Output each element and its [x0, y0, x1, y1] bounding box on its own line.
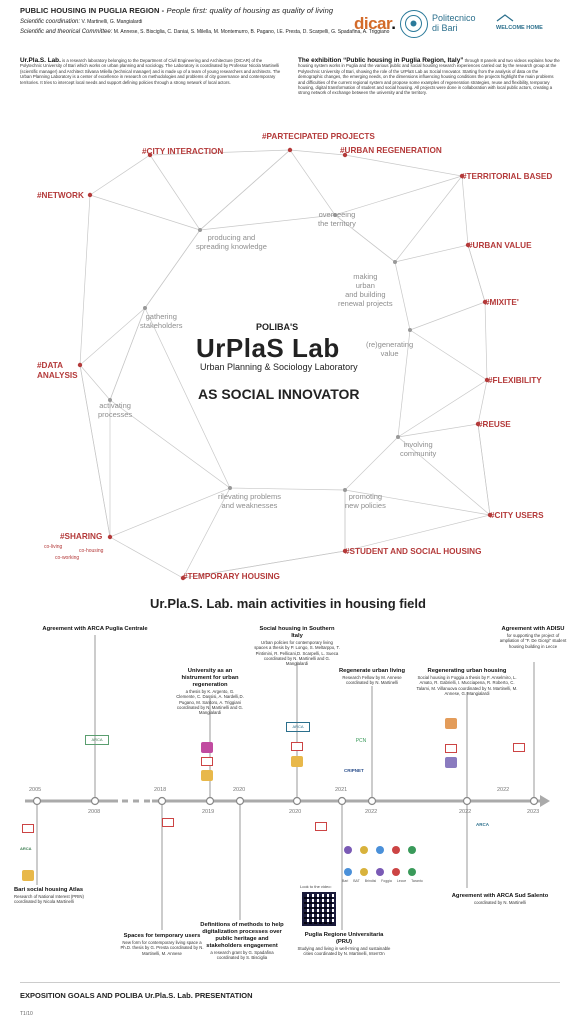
tag-nodes [77, 147, 493, 581]
politecnico-logo: Politecnico di Bari [432, 13, 476, 33]
tag-network: #NETWORK [37, 191, 84, 200]
poster-title-main: PUBLIC HOUSING IN PUGLIA REGION [20, 6, 160, 15]
center-urplas-lab: UrPlaS Lab [196, 333, 340, 363]
process-generating-value: (re)generating value [366, 340, 414, 358]
sharing-coliving: co-living [44, 544, 63, 550]
center-poliba: POLIBA'S [256, 322, 299, 332]
timeline-title: Ur.Pla.S. Lab. main activities in housin… [150, 596, 426, 611]
year-2020b: 2020 [289, 809, 302, 815]
foggia-photo-icon [445, 718, 457, 729]
video-qr-code[interactable] [302, 892, 336, 926]
house-icon [496, 14, 514, 22]
welcome-home-logo: WELCOME HOME [496, 14, 560, 36]
tag-partecipated-projects: #PARTECIPATED PROJECTS [262, 132, 375, 141]
year-2022b: 2022 [459, 809, 472, 815]
regione-puglia-badge-adisu [513, 743, 525, 752]
intro-right-text: The exhibition “Public housing in Puglia… [298, 57, 560, 96]
regione-puglia-badge-2022 [445, 744, 457, 753]
crest-icons [344, 846, 416, 876]
network-edges [79, 149, 491, 579]
poster-title-tail: People first: quality of housing as qual… [166, 6, 334, 15]
tag-data-analysis: #DATA ANALYSIS [37, 361, 78, 380]
event-arca-sud-salento: Agreement with ARCA Sud Salento coordinat… [451, 893, 549, 905]
tag-flexibility: #FLEXIBILITY [488, 376, 542, 385]
event-temporary-users: Spaces for temporary users New form for c… [120, 933, 204, 956]
tag-temporary-housing: #TEMPORARY HOUSING [183, 572, 280, 581]
tag-city-interaction: #CITY INTERACTION [142, 147, 224, 156]
town-crests [340, 842, 436, 891]
sharing-coworking: co-working [55, 555, 80, 561]
event-digitalization-methods: Definitions of methods to help digitaliz… [200, 922, 284, 961]
timeline-arrow-icon [540, 795, 550, 807]
tag-urban-value: #URBAN VALUE [468, 241, 532, 250]
arca-logo-2020: ARCA [286, 722, 310, 732]
year-2023: 2023 [527, 809, 540, 815]
tag-reuse: #REUSE [478, 420, 511, 429]
tag-student-social-housing: #STUDENT AND SOCIAL HOUSING [345, 547, 482, 556]
event-regenerate-urban-living: Regenerate urban living Research Fellow b… [338, 668, 406, 686]
center-social-innovator: AS SOCIAL INNOVATOR [198, 386, 360, 402]
event-arca-puglia-centrale: Agreement with ARCA Puglia Centrale [42, 626, 148, 632]
intro-left-text: Ur.Pla.S. Lab. is a research laboratory … [20, 57, 281, 85]
year-2005: 2005 [29, 787, 42, 793]
center-subtitle: Urban Planning & Sociology Laboratory [200, 362, 358, 372]
year-2020a: 2020 [233, 787, 246, 793]
regione-puglia-badge [201, 757, 213, 766]
regione-puglia-badge-2020 [291, 742, 303, 751]
event-social-housing-south: Social housing in Southern Italy Urban po… [254, 626, 340, 667]
event-agreement-adisu: Agreement with ADISU for supporting the p… [499, 626, 567, 649]
tag-urban-regeneration: #URBAN REGENERATION [340, 146, 442, 155]
poster-title: PUBLIC HOUSING IN PUGLIA REGION - People… [20, 6, 334, 15]
tag-sharing: #SHARING [60, 532, 103, 541]
event-regenerating-urban-housing: Regenerating urban housing Social housing… [416, 668, 518, 696]
year-2019: 2019 [202, 809, 215, 815]
bari-arms-icon [22, 870, 34, 881]
process-renewal-projects: making urban and building renewal projec… [338, 272, 393, 308]
university-photo-icon [201, 742, 213, 753]
process-producing-knowledge: producing and spreading knowledge [196, 233, 267, 251]
process-gathering-stakeholders: gathering stakeholders [140, 312, 183, 330]
cerco-logo: ARCA [20, 846, 32, 851]
qr-caption: Look to the video: [300, 884, 332, 889]
network-diagram [77, 147, 493, 581]
event-bari-social-atlas: Bari social housing Atlas Research of Nat… [14, 887, 84, 905]
arca-sud-logo: ARCA [476, 822, 489, 827]
year-2018: 2018 [154, 787, 167, 793]
pcn-logo: PCN [355, 738, 367, 744]
regione-puglia-badge-pru [315, 822, 327, 831]
year-2008: 2008 [88, 809, 101, 815]
politecnico-seal-icon [400, 10, 428, 38]
timeline-dots [32, 796, 539, 806]
footer-title: EXPOSITION GOALS AND POLIBA Ur.Pla.S. La… [20, 991, 253, 1000]
footer-divider [20, 982, 560, 983]
year-2022c: 2022 [497, 787, 510, 793]
process-nodes [108, 213, 412, 492]
cripnet-logo: CRIPNET [344, 768, 364, 773]
regione-puglia-badge-atlas [22, 824, 34, 833]
sharing-cohousing: co-housing [79, 548, 104, 554]
page-number: T1/10 [20, 1011, 33, 1017]
event-university-regeneration: University as an histrument for urban re… [176, 668, 244, 716]
tag-city-users: #CITY USERS [490, 511, 544, 520]
arca-logo: ARCA [85, 735, 109, 745]
process-rilevating-problems: rilevating problems and weaknesses [218, 492, 281, 510]
foggia-arms-icon [445, 757, 457, 768]
dicar-logo: dicar. [354, 14, 396, 33]
process-involving-community: involving community [400, 440, 437, 458]
town-labels: Bari BAT Brindisi Foggia Lecce Taranto [342, 879, 423, 883]
year-2021: 2021 [335, 787, 348, 793]
tag-territorial-based: #TERRITORIAL BASED [462, 172, 553, 181]
event-puglia-universitaria: Puglia Regione Universitaria (PRU) Studyi… [297, 932, 391, 957]
coat-of-arms-icon [201, 770, 213, 781]
coat-of-arms-icon-2020 [291, 756, 303, 767]
tag-mixite: #MIXITE' [485, 298, 519, 307]
year-2022a: 2022 [365, 809, 378, 815]
regione-puglia-badge-temp [162, 818, 174, 827]
scientific-committee: Scientific and theorical Committee: M. A… [20, 29, 390, 35]
process-activating: activating processes [98, 401, 133, 419]
process-promoting-policies: promoting new policies [345, 492, 386, 510]
scientific-coordination: Scientific coordination: V. Martinelli, … [20, 19, 143, 25]
process-overseeing-territory: overseeing the territory [318, 210, 356, 228]
